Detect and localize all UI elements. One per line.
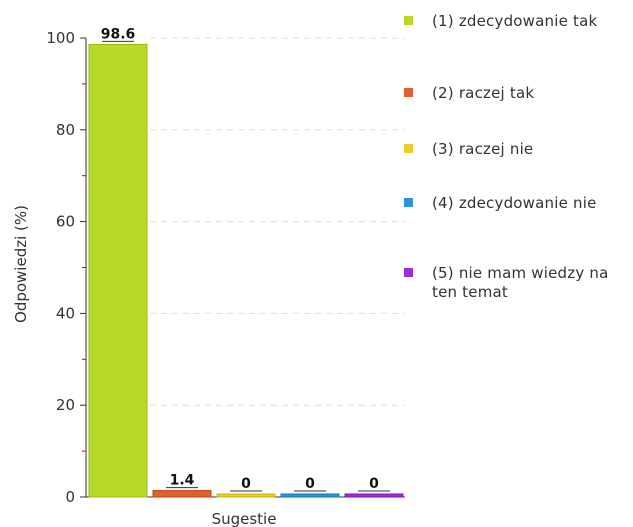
- legend-swatch: [404, 268, 413, 277]
- legend-label: (3) raczej nie: [432, 140, 534, 158]
- bar: [152, 490, 212, 498]
- legend-swatch: [404, 16, 413, 25]
- bar: [344, 493, 404, 498]
- grid-lines: [150, 37, 405, 406]
- y-tick-label: 80: [56, 121, 75, 139]
- legend-label: (4) zdecydowanie nie: [432, 194, 597, 212]
- x-axis-label: Sugestie: [212, 510, 277, 527]
- data-label: 0: [241, 476, 251, 492]
- legend-label: (1) zdecydowanie tak: [432, 12, 598, 30]
- y-tick-label: 100: [46, 29, 75, 47]
- legend-swatch: [404, 144, 413, 153]
- y-axis-label: Odpowiedzi (%): [12, 205, 30, 323]
- bars: [88, 43, 404, 498]
- legend-swatch: [404, 198, 413, 207]
- y-tick-label: 20: [56, 396, 75, 414]
- y-tick-label: 40: [56, 304, 75, 322]
- data-label: 0: [305, 476, 315, 492]
- y-tick-label: 0: [65, 488, 75, 506]
- bar: [88, 43, 148, 498]
- y-tick-label: 60: [56, 213, 75, 231]
- legend-swatch: [404, 88, 413, 97]
- axes: 0 20 40 60 80 100: [46, 29, 405, 506]
- legend-label: (2) raczej tak: [432, 84, 535, 102]
- data-label: 0: [369, 476, 379, 492]
- data-labels: 98.6 1.4 0 0 0: [101, 26, 390, 492]
- data-label: 1.4: [170, 473, 195, 489]
- legend-label: (5) nie mam wiedzy na ten temat: [432, 264, 609, 301]
- bar: [216, 493, 276, 498]
- data-label: 98.6: [101, 26, 136, 42]
- bar: [280, 493, 340, 498]
